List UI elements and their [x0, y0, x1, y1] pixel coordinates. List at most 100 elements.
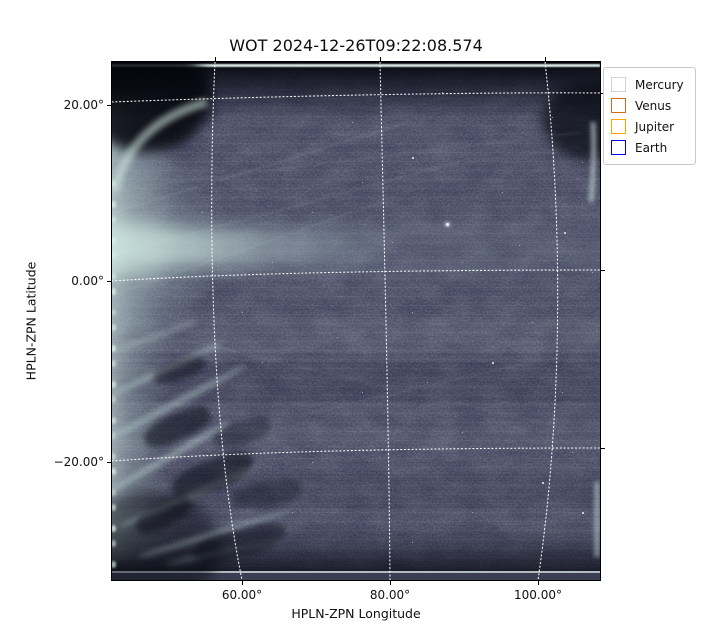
star [352, 122, 353, 123]
star [312, 212, 313, 213]
plot-area [112, 62, 600, 580]
star [522, 132, 523, 133]
bump [112, 201, 116, 208]
star [582, 512, 584, 514]
bottom-edge-bright-line [112, 571, 600, 573]
star [292, 512, 293, 513]
bump [112, 360, 116, 367]
star [442, 92, 443, 93]
legend-item-venus: Venus [611, 95, 684, 116]
bottom-vignette [112, 524, 600, 580]
y-tick-label-neg20: −20.00° [53, 455, 104, 469]
legend-label-mercury: Mercury [635, 77, 684, 92]
star [592, 272, 593, 273]
gridline-lat-20 [112, 92, 600, 103]
bump [112, 525, 116, 532]
x-tick-top-80 [380, 57, 381, 61]
y-tick-label-0: 0.00° [71, 274, 104, 288]
x-tick-80 [390, 581, 391, 585]
legend-label-jupiter: Jupiter [635, 119, 675, 134]
x-tick-100 [538, 581, 539, 585]
star [272, 262, 273, 263]
bump [112, 489, 116, 496]
bump [112, 540, 116, 547]
star [362, 392, 363, 393]
coordinate-grid-overlay [112, 62, 600, 580]
bump [112, 345, 116, 352]
star [212, 412, 213, 413]
y-tick-right-neg20 [601, 448, 605, 449]
gridline-lat-neg20 [112, 447, 600, 462]
faint-dark-stripe [112, 362, 600, 402]
gridline-lon-100 [537, 62, 559, 580]
figure-title: WOT 2024-12-26T09:22:08.574 [229, 36, 483, 55]
bump [112, 381, 116, 388]
star [502, 192, 503, 193]
faint-light-stripe [112, 426, 600, 448]
bump [112, 288, 116, 295]
star [412, 157, 414, 159]
star [582, 162, 583, 163]
bump [112, 468, 116, 475]
legend: Mercury Venus Jupiter Earth [603, 67, 696, 165]
star [362, 182, 363, 183]
legend-label-earth: Earth [635, 140, 668, 155]
bump [112, 417, 116, 424]
jupiter-marker-icon [611, 119, 626, 134]
x-tick-top-60 [215, 57, 216, 61]
mercury-marker-icon [611, 77, 626, 92]
star [312, 462, 313, 463]
star [202, 212, 203, 213]
y-axis-label: HPLN-ZPN Latitude [23, 261, 39, 381]
star [262, 362, 263, 363]
top-edge-bright-line [112, 64, 600, 67]
star [392, 242, 393, 243]
star [462, 262, 463, 263]
x-tick-label-100: 100.00° [514, 588, 562, 602]
star [552, 117, 553, 118]
star [564, 232, 566, 234]
bump [112, 432, 116, 439]
star [412, 542, 413, 543]
x-tick-60 [242, 581, 243, 585]
x-tick-top-100 [545, 57, 546, 61]
star [412, 312, 413, 313]
bump [112, 309, 116, 316]
star [532, 322, 533, 323]
bright-rim-arcs [112, 97, 600, 557]
bottom-edge-strip [112, 573, 600, 580]
x-axis-label: HPLN-ZPN Longitude [291, 606, 421, 621]
y-tick-label-20: 20.00° [63, 98, 104, 112]
y-tick-neg20 [107, 462, 111, 463]
star [337, 337, 338, 338]
star [427, 382, 428, 383]
image-decorations [112, 62, 600, 580]
y-tick-right-0 [601, 270, 605, 271]
legend-item-jupiter: Jupiter [611, 116, 684, 137]
bump [112, 504, 116, 511]
gridline-lon-80 [379, 62, 391, 580]
star [446, 223, 449, 226]
bump [112, 324, 116, 331]
y-tick-0 [107, 281, 111, 282]
earth-marker-icon [611, 140, 626, 155]
bump [112, 252, 116, 259]
bump [112, 216, 116, 223]
star [242, 312, 243, 313]
legend-item-earth: Earth [611, 137, 684, 158]
bump [112, 396, 116, 403]
bump [112, 453, 116, 460]
venus-marker-icon [611, 98, 626, 113]
star [472, 512, 473, 513]
star [519, 245, 520, 246]
bump [112, 273, 116, 280]
y-tick-20 [107, 105, 111, 106]
gridline-lat-0 [112, 269, 600, 282]
star [562, 392, 563, 393]
gridline-lon-60 [211, 62, 243, 580]
star [572, 452, 573, 453]
x-tick-label-60: 60.00° [221, 588, 263, 602]
star [492, 362, 494, 364]
bump [112, 561, 116, 568]
